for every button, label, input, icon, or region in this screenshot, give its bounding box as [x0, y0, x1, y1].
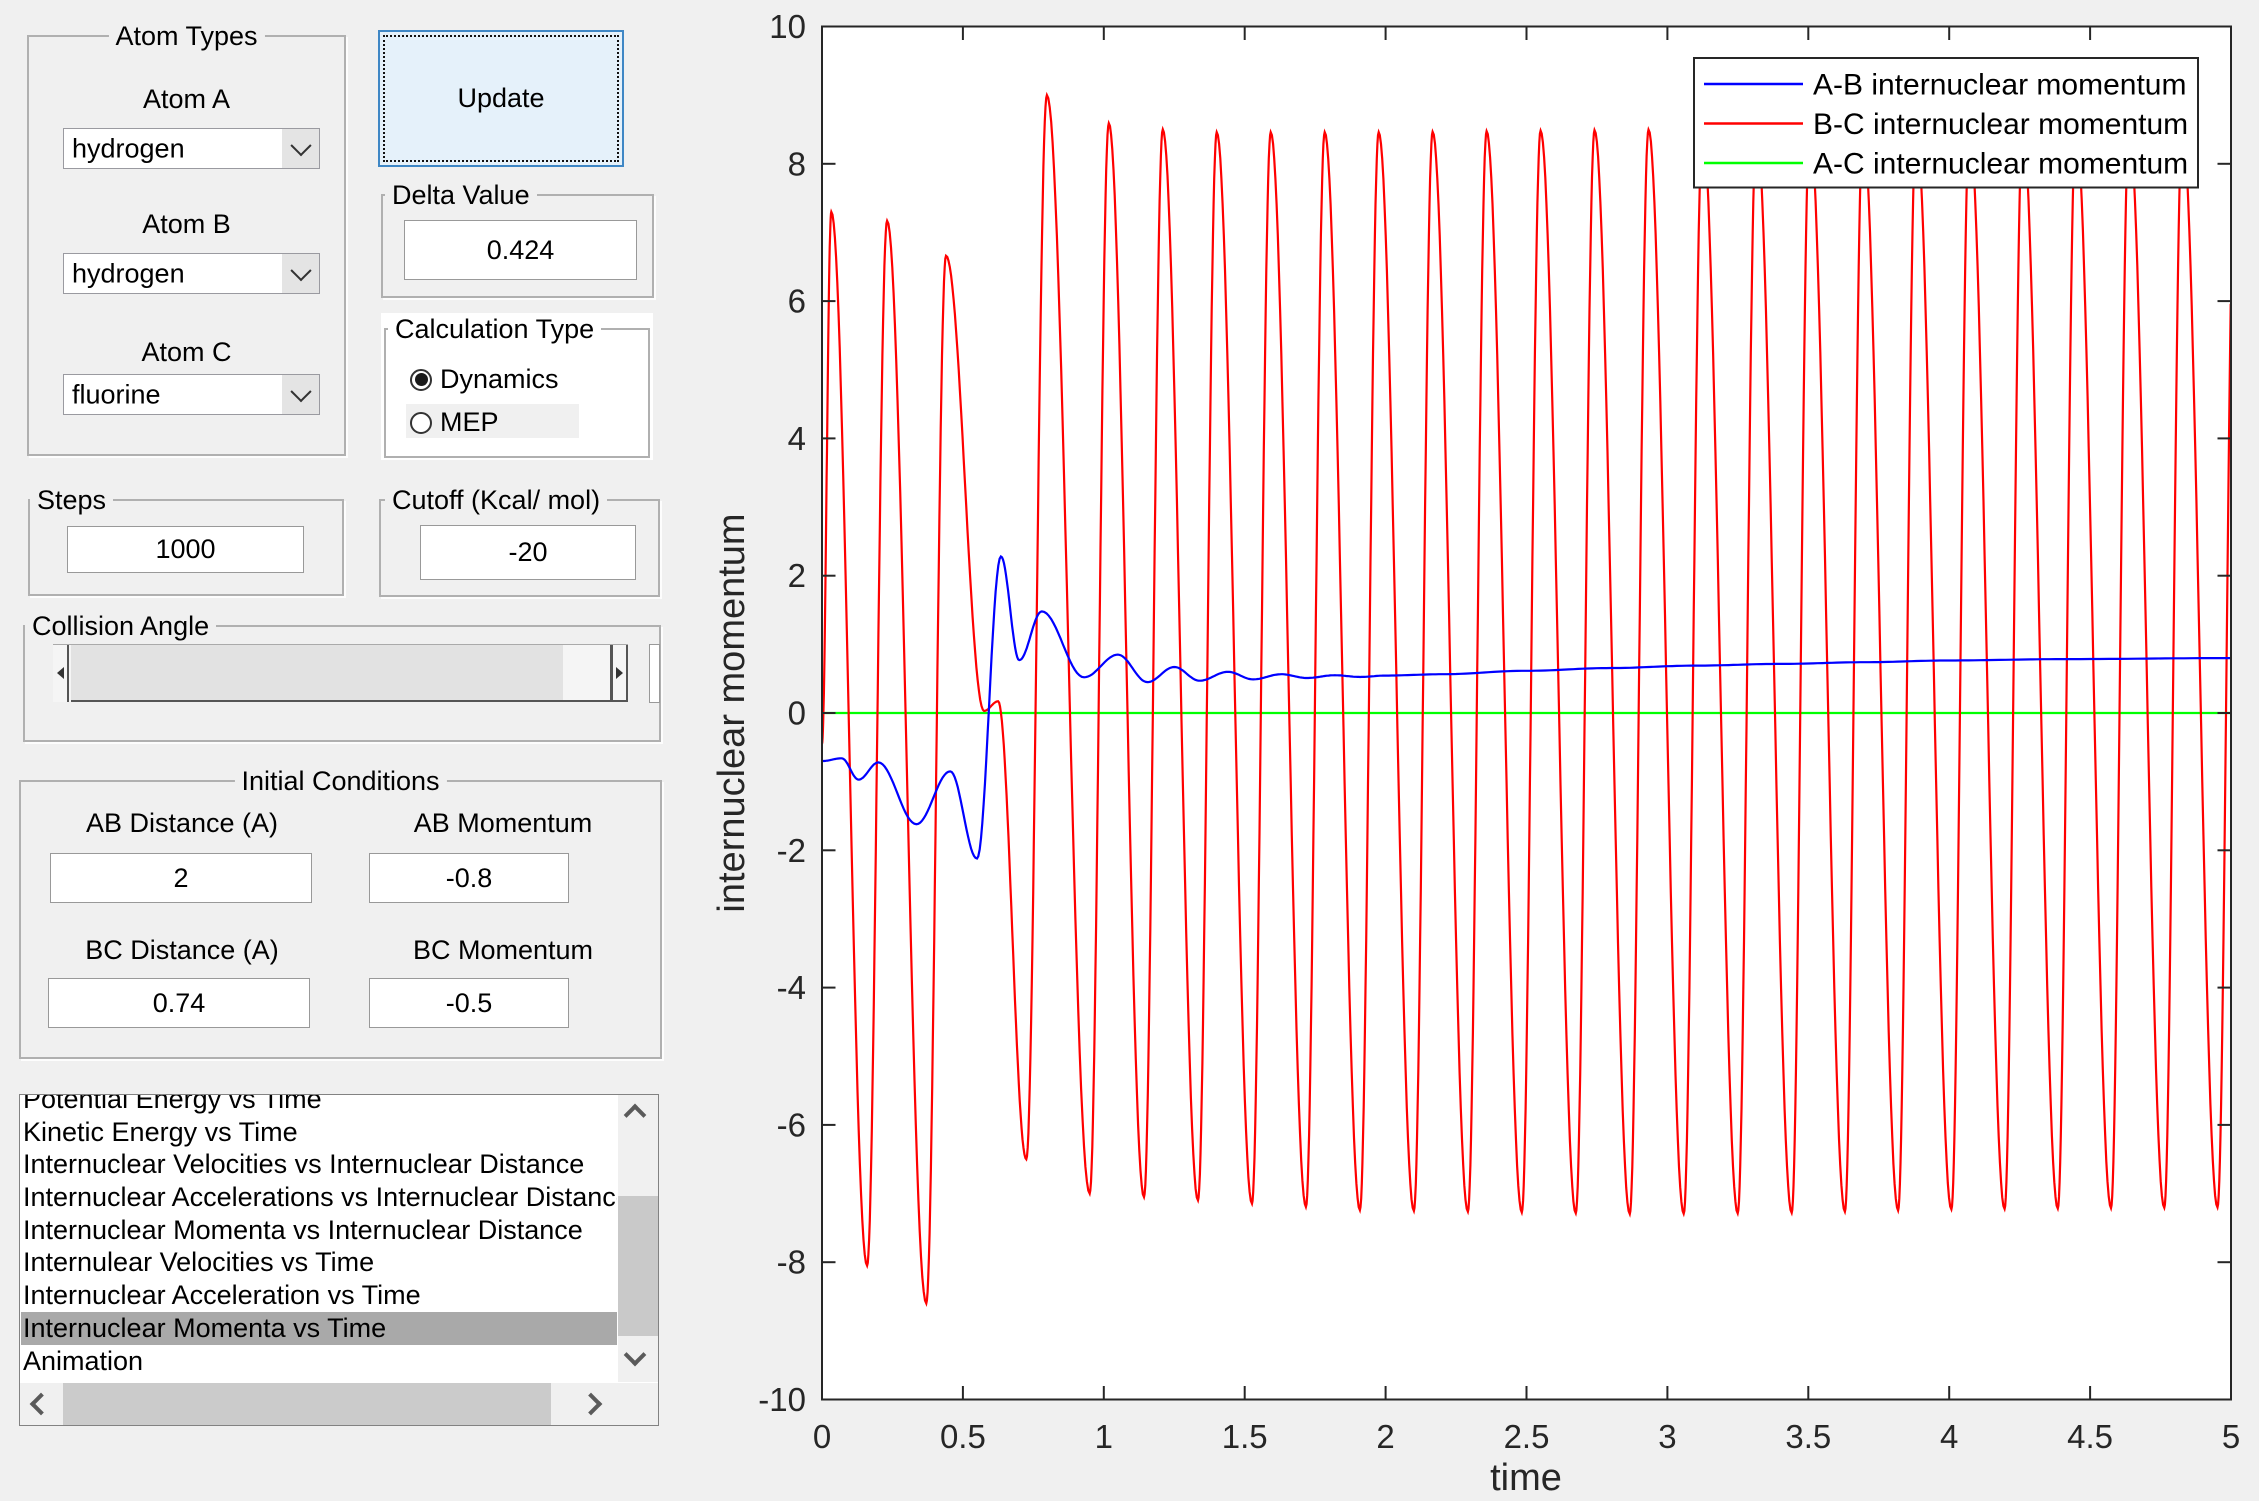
- svg-text:4.5: 4.5: [2067, 1418, 2113, 1455]
- svg-text:2: 2: [1376, 1418, 1394, 1455]
- svg-text:-6: -6: [777, 1106, 806, 1143]
- svg-text:0: 0: [788, 695, 806, 732]
- svg-text:B-C internuclear momentum: B-C internuclear momentum: [1813, 108, 2188, 141]
- svg-text:4: 4: [1940, 1418, 1958, 1455]
- svg-text:time: time: [1490, 1457, 1562, 1499]
- svg-text:2.5: 2.5: [1504, 1418, 1550, 1455]
- svg-text:A-B internuclear momentum: A-B internuclear momentum: [1813, 69, 2186, 102]
- svg-text:-10: -10: [758, 1381, 806, 1418]
- svg-text:3: 3: [1658, 1418, 1676, 1455]
- svg-text:0.5: 0.5: [940, 1418, 986, 1455]
- svg-text:0: 0: [813, 1418, 831, 1455]
- svg-text:1.5: 1.5: [1222, 1418, 1268, 1455]
- svg-text:8: 8: [788, 145, 806, 182]
- svg-text:6: 6: [788, 283, 806, 320]
- svg-text:A-C internuclear momentum: A-C internuclear momentum: [1813, 148, 2188, 181]
- svg-text:1: 1: [1095, 1418, 1113, 1455]
- svg-text:10: 10: [769, 8, 806, 45]
- svg-text:internuclear momentum: internuclear momentum: [711, 513, 753, 912]
- svg-text:5: 5: [2222, 1418, 2240, 1455]
- svg-text:-8: -8: [777, 1244, 806, 1281]
- svg-text:4: 4: [788, 420, 806, 457]
- svg-text:-2: -2: [777, 832, 806, 869]
- svg-text:2: 2: [788, 557, 806, 594]
- svg-text:3.5: 3.5: [1785, 1418, 1831, 1455]
- svg-text:-4: -4: [777, 969, 806, 1006]
